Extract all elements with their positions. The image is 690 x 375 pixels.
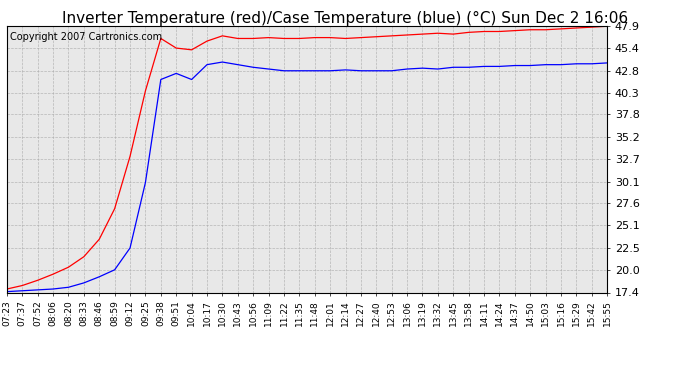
Text: Inverter Temperature (red)/Case Temperature (blue) (°C) Sun Dec 2 16:06: Inverter Temperature (red)/Case Temperat… [62, 11, 628, 26]
Text: Copyright 2007 Cartronics.com: Copyright 2007 Cartronics.com [10, 32, 162, 42]
